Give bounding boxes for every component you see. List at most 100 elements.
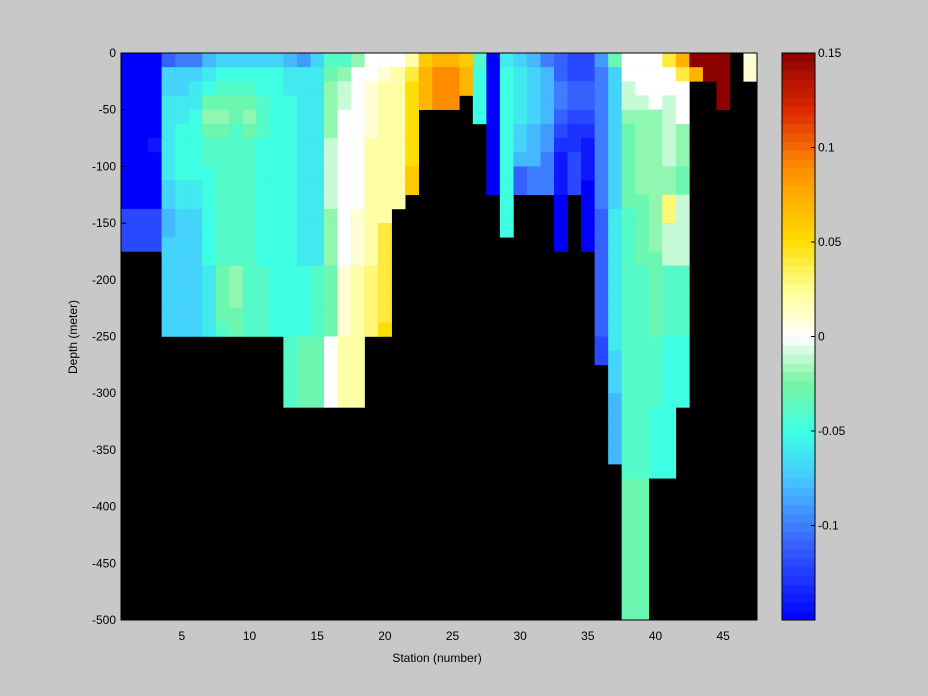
x-tick-label: 15	[311, 629, 325, 643]
colorbar-tick-label: 0.1	[818, 141, 835, 155]
heatmap-cell	[594, 350, 609, 366]
heatmap-cell	[378, 123, 392, 139]
heatmap-cell	[175, 95, 189, 110]
heatmap-cell	[621, 251, 636, 266]
heatmap-cell	[391, 53, 406, 68]
colorbar-swatch	[782, 212, 815, 222]
heatmap-cell	[175, 208, 189, 224]
heatmap-cell	[648, 279, 663, 295]
heatmap-cell	[378, 166, 392, 181]
heatmap-cell	[675, 279, 690, 295]
heatmap-cell	[283, 208, 298, 224]
heatmap-cell	[242, 308, 257, 323]
colorbar-swatch	[782, 221, 815, 231]
heatmap-cell	[229, 123, 244, 139]
heatmap-cell	[296, 123, 311, 139]
heatmap-cell	[635, 152, 650, 167]
heatmap-cell	[364, 279, 379, 295]
heatmap-cell	[337, 279, 352, 295]
colorbar-tick-label: -0.05	[818, 424, 846, 438]
heatmap-cell	[459, 67, 474, 82]
heatmap-cell	[540, 81, 555, 96]
heatmap-cell	[323, 279, 338, 295]
heatmap-cell	[337, 322, 352, 337]
heatmap-cell	[608, 407, 622, 422]
heatmap-cell	[418, 53, 433, 68]
heatmap-cell	[323, 237, 338, 252]
heatmap-cell	[134, 123, 149, 139]
heatmap-cell	[351, 379, 365, 394]
heatmap-cell	[648, 293, 663, 309]
heatmap-cell	[323, 208, 338, 224]
heatmap-cell	[675, 81, 690, 96]
heatmap-cell	[283, 138, 298, 153]
heatmap-cell	[148, 208, 162, 224]
heatmap-cell	[134, 53, 149, 68]
heatmap-cell	[648, 166, 663, 181]
heatmap-cell	[229, 293, 244, 309]
heatmap-cell	[540, 95, 555, 110]
heatmap-cell	[581, 223, 595, 238]
heatmap-cell	[121, 138, 135, 153]
heatmap-cell	[269, 293, 284, 309]
heatmap-cell	[161, 123, 176, 139]
heatmap-cell	[134, 109, 149, 125]
colorbar-swatch	[782, 495, 815, 506]
y-tick-label: -500	[92, 613, 116, 627]
heatmap-cell	[567, 138, 582, 153]
y-tick-label: -200	[92, 273, 116, 287]
heatmap-cell	[134, 223, 149, 238]
heatmap-cell	[608, 293, 622, 309]
heatmap-cell	[242, 138, 257, 153]
colorbar-swatch	[782, 53, 815, 63]
heatmap-cell	[594, 336, 609, 351]
heatmap-cell	[648, 407, 663, 422]
heatmap-cell	[513, 138, 528, 153]
heatmap-cell	[323, 95, 338, 110]
colorbar-swatch	[782, 363, 815, 373]
heatmap-cell	[269, 251, 284, 266]
heatmap-cell	[310, 81, 325, 96]
colorbar-swatch	[782, 336, 815, 346]
heatmap-cell	[202, 138, 217, 153]
heatmap-cell	[499, 67, 514, 82]
heatmap-cell	[188, 251, 203, 266]
heatmap-cell	[283, 194, 298, 210]
heatmap-cell	[445, 67, 460, 82]
heatmap-cell	[702, 53, 717, 68]
colorbar-swatch	[782, 115, 815, 125]
heatmap-cell	[499, 208, 514, 224]
heatmap-cell	[296, 152, 311, 167]
heatmap-cell	[540, 53, 555, 68]
heatmap-cell	[391, 95, 406, 110]
heatmap-cell	[310, 223, 325, 238]
heatmap-cell	[364, 251, 379, 266]
heatmap-cell	[499, 223, 514, 238]
heatmap-cell	[567, 81, 582, 96]
heatmap-cell	[175, 223, 189, 238]
heatmap-cell	[310, 166, 325, 181]
heatmap-cell	[134, 67, 149, 82]
heatmap-cell	[351, 293, 365, 309]
heatmap-cell	[351, 67, 365, 82]
heatmap-cell	[648, 180, 663, 196]
heatmap-cell	[296, 350, 311, 366]
heatmap-cell	[283, 322, 298, 337]
heatmap-cell	[391, 138, 406, 153]
heatmap-cell	[242, 279, 257, 295]
heatmap-cell	[635, 577, 650, 592]
heatmap-cell	[378, 81, 392, 96]
heatmap-cell	[175, 279, 189, 295]
heatmap-cell	[188, 308, 203, 323]
heatmap-cell	[242, 251, 257, 266]
heatmap-cell	[378, 279, 392, 295]
heatmap-cell	[594, 322, 609, 337]
heatmap-cell	[351, 251, 365, 266]
colorbar-swatch	[782, 584, 815, 594]
colorbar-swatch	[782, 522, 815, 532]
colorbar-swatch	[782, 61, 815, 72]
heatmap-cell	[567, 152, 582, 167]
heatmap-cell	[648, 449, 663, 465]
colorbar-swatch	[782, 540, 815, 550]
heatmap-cell	[337, 109, 352, 125]
